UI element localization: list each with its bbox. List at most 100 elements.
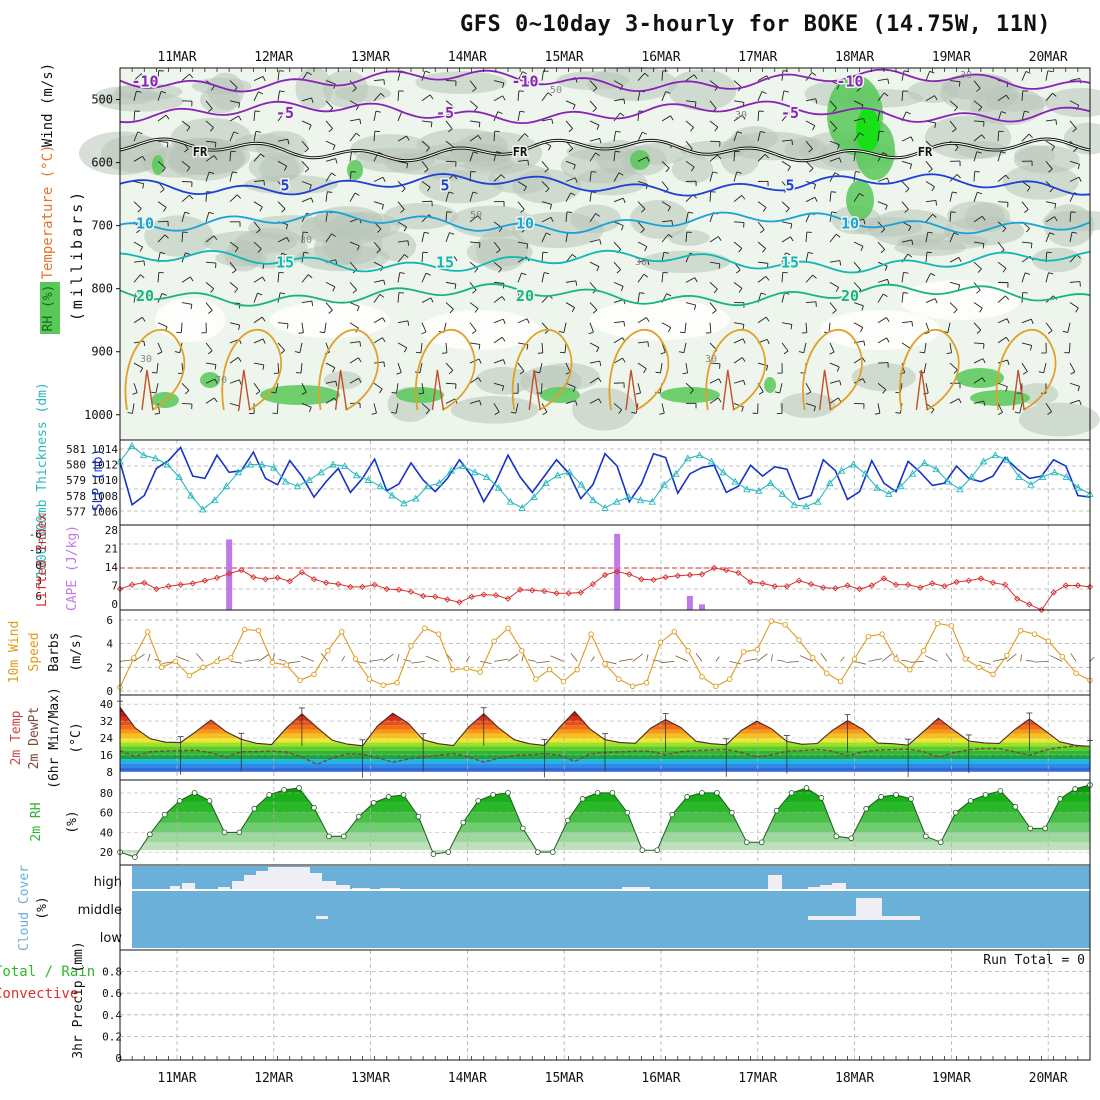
wind-barb-flag <box>1078 176 1082 182</box>
wind-barb-flag <box>165 114 170 120</box>
lifted-index-marker <box>783 583 791 590</box>
boundary-layer-contour <box>802 328 863 411</box>
wind-barb <box>301 120 312 126</box>
rh-humid-patch <box>846 180 874 220</box>
rh-blob <box>731 126 779 151</box>
wind-speed-marker <box>740 649 747 655</box>
contour-label: -5 <box>436 104 454 122</box>
wind10m-barb <box>743 658 758 662</box>
wind-barb-flag <box>424 231 430 234</box>
wind-barb-flag <box>874 412 880 415</box>
wind-barb-flag <box>184 211 190 214</box>
wind-barb <box>613 197 624 203</box>
wind10m-barb <box>278 658 287 662</box>
wind-barb-flag <box>737 131 743 134</box>
wind-barb-flag <box>596 266 600 272</box>
temp-tick-label: 32 <box>100 715 113 728</box>
cloud-middle-bar <box>808 916 856 920</box>
thickness-marker <box>707 457 716 465</box>
wind10m-barb <box>119 659 135 662</box>
wind-barb-flag <box>498 227 503 233</box>
wind-barb-flag <box>255 390 261 395</box>
wind-barb <box>325 140 336 146</box>
wind-barb <box>901 201 909 210</box>
rh-marker <box>296 785 302 791</box>
wind-barb-flag <box>157 351 163 355</box>
wind-barb-flag <box>415 351 421 354</box>
thickness-marker <box>400 499 408 507</box>
wind-barb-flag <box>761 91 767 94</box>
wind-barb-flag <box>1014 411 1020 414</box>
wind-barb <box>613 221 624 226</box>
wind-barb <box>563 322 567 333</box>
wind-barb-flag <box>791 139 793 146</box>
lifted-index-marker <box>262 576 269 583</box>
wind-barb-flag <box>1005 386 1008 392</box>
wind-barb <box>925 232 929 243</box>
wind-barb-flag <box>953 369 958 374</box>
wind-barb-flag <box>474 268 479 273</box>
wind-barb <box>469 400 480 404</box>
wind-barb <box>949 174 958 182</box>
slp-tick-label: 1006 <box>92 505 119 518</box>
wind-barb-flag <box>932 213 937 218</box>
wind-barb <box>685 160 695 168</box>
wind-barb-flag <box>356 306 360 312</box>
wind-barb-flag <box>477 377 482 383</box>
wind-barb <box>229 100 240 104</box>
wind10m-barb <box>945 653 952 662</box>
lifted-index-marker <box>977 575 985 582</box>
wind-barb <box>781 322 792 325</box>
wind-barb-flag <box>351 171 357 173</box>
wind-barb <box>205 120 214 128</box>
rh-blob <box>560 148 640 184</box>
wind-barb-flag <box>358 357 362 363</box>
thickness-marker <box>565 468 574 476</box>
rh-marker <box>400 792 407 798</box>
wind-barb-flag <box>812 274 817 279</box>
wind-barb-flag <box>307 71 312 76</box>
boundary-layer-contour <box>511 328 573 411</box>
wind-barb-flag <box>837 144 840 150</box>
wind-barb-flag <box>471 330 477 335</box>
wind-barb <box>325 100 334 109</box>
wind-barb <box>349 118 360 122</box>
cape-tick-label: 0 <box>111 598 118 611</box>
wind-barb-flag <box>510 411 516 414</box>
lifted-index-marker <box>868 582 875 589</box>
wind-barb-flag <box>623 98 626 105</box>
lifted-index-marker <box>189 580 196 587</box>
wind-barb-flag <box>403 347 408 353</box>
temperature-contour <box>119 68 1091 93</box>
wind-barb-flag <box>425 147 430 152</box>
wind-barb <box>805 274 814 283</box>
wind-barb <box>253 76 264 82</box>
boundary-layer-contour <box>608 328 670 411</box>
wind-speed-axis-label: Speed <box>27 632 42 671</box>
wind-barb-flag <box>618 409 623 414</box>
wind-barb-flag <box>958 284 961 290</box>
cloud-middle-bar <box>856 898 882 920</box>
wind-barb-flag <box>527 160 529 166</box>
wind-barb-flag <box>309 184 312 190</box>
lifted-index-marker <box>747 578 754 586</box>
rh-band <box>120 785 1090 793</box>
lifted-index-marker <box>565 590 572 597</box>
cloud-high-bar <box>832 883 846 891</box>
wind-barb <box>685 140 693 150</box>
wind-barb-flag <box>403 226 407 232</box>
wind-barb <box>445 160 457 163</box>
wind-barb <box>133 131 139 142</box>
wind-barb <box>181 402 193 405</box>
wind-barb-flag <box>1026 187 1031 192</box>
wind-barb-flag <box>407 320 410 326</box>
wind-barb <box>373 176 384 182</box>
date-label-top: 19MAR <box>932 50 971 65</box>
wind-barb-flag <box>682 372 688 375</box>
wind-barb <box>709 261 720 265</box>
date-label-bottom: 16MAR <box>641 1071 680 1086</box>
wind-barb-flag <box>930 273 936 277</box>
wind-barb-flag <box>1002 227 1007 233</box>
wind-barb-flag <box>399 272 405 274</box>
wind-barb-flag <box>142 156 146 161</box>
